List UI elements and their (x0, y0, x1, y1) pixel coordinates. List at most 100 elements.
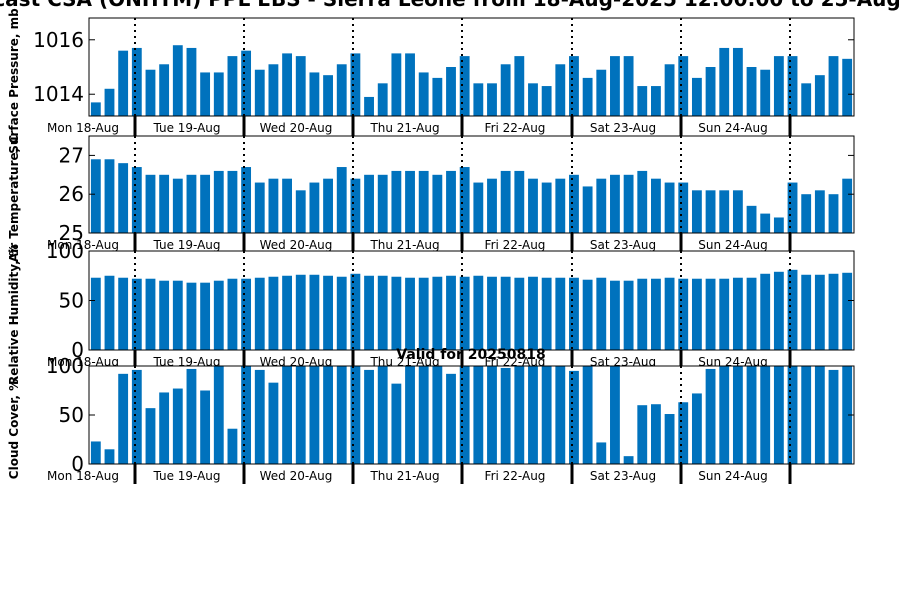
bar (746, 205, 757, 233)
bar (719, 47, 730, 116)
bar (391, 53, 402, 116)
bar (623, 456, 634, 464)
bar (787, 269, 798, 350)
bar (282, 366, 292, 464)
bar (651, 178, 661, 233)
bar (500, 367, 511, 464)
bar (104, 88, 115, 116)
bar (241, 167, 252, 233)
bar (623, 56, 634, 116)
bar (104, 449, 115, 464)
x-day-label: Sun 24-Aug (698, 469, 767, 483)
bar (746, 67, 757, 116)
bar (528, 366, 538, 464)
bar (377, 366, 388, 464)
bar (596, 277, 607, 350)
bar (691, 190, 702, 233)
x-day-label: Tue 19-Aug (152, 238, 220, 252)
bar (131, 278, 142, 350)
bar (336, 366, 347, 464)
bar (732, 47, 743, 116)
bar (227, 428, 238, 464)
chart-panel-2: 25 26 27 Mon 18-Aug Tue 19-Aug Wed 20-Aug Thu … (7, 135, 855, 262)
bar (541, 86, 552, 116)
x-day-label: Wed 20-Aug (260, 121, 333, 135)
bar (254, 182, 265, 233)
x-day-label: Sat 23-Aug (590, 469, 656, 483)
bar (487, 178, 497, 233)
bar (446, 373, 456, 464)
bar (801, 274, 812, 350)
bar (664, 414, 675, 464)
bar (705, 67, 716, 116)
bar (377, 83, 388, 116)
bar (323, 275, 333, 350)
bar (842, 272, 853, 350)
bar (309, 72, 320, 116)
bar (405, 53, 415, 116)
y-tick-label: 0 (71, 338, 84, 362)
bar (610, 280, 620, 350)
bar (172, 280, 183, 350)
y-tick-label: 1016 (33, 28, 84, 52)
bar (241, 50, 252, 116)
bar (500, 64, 511, 116)
bar (760, 273, 771, 350)
bar (610, 174, 620, 233)
bar (760, 366, 771, 464)
bar (828, 194, 839, 233)
bar (500, 170, 511, 233)
bar (500, 276, 511, 350)
bar (391, 170, 402, 233)
bar (787, 366, 798, 464)
bar (814, 366, 825, 464)
plot-frame (88, 17, 855, 117)
bar (555, 366, 566, 464)
bar (227, 170, 238, 233)
bar (678, 56, 689, 116)
bar (610, 366, 620, 464)
bar (268, 178, 279, 233)
bar (828, 369, 839, 464)
bar (487, 366, 497, 464)
x-day-label: Tue 19-Aug (152, 469, 220, 483)
bar (90, 102, 101, 116)
bar (104, 159, 115, 233)
bar (514, 366, 525, 464)
bar (801, 194, 812, 233)
bar (350, 178, 361, 233)
bar (432, 77, 443, 116)
bar (254, 69, 265, 116)
bar (814, 274, 825, 350)
bar (200, 282, 211, 350)
bar (90, 441, 101, 464)
bar (555, 277, 566, 350)
bar (487, 83, 497, 116)
bar (364, 96, 374, 116)
bar (323, 75, 333, 116)
bar (801, 83, 812, 116)
bar (145, 174, 156, 233)
bar (828, 56, 839, 116)
bar (391, 383, 402, 464)
bar (514, 170, 525, 233)
bar (200, 174, 211, 233)
bar (336, 276, 347, 350)
x-day-label: Sun 24-Aug (698, 238, 767, 252)
bar (569, 174, 579, 233)
bar (773, 56, 784, 116)
x-day-label: Fri 22-Aug (485, 121, 546, 135)
bar (405, 277, 415, 350)
bar (131, 47, 142, 116)
bar (651, 86, 661, 116)
bar (637, 170, 648, 233)
bar (596, 442, 607, 464)
bar (186, 282, 197, 350)
bar (473, 83, 484, 116)
x-day-label: Sat 23-Aug (590, 121, 656, 135)
x-day-label: Sun 24-Aug (698, 121, 767, 135)
bar (541, 277, 552, 350)
bar (377, 174, 388, 233)
bar (487, 276, 497, 350)
bar (241, 366, 252, 464)
